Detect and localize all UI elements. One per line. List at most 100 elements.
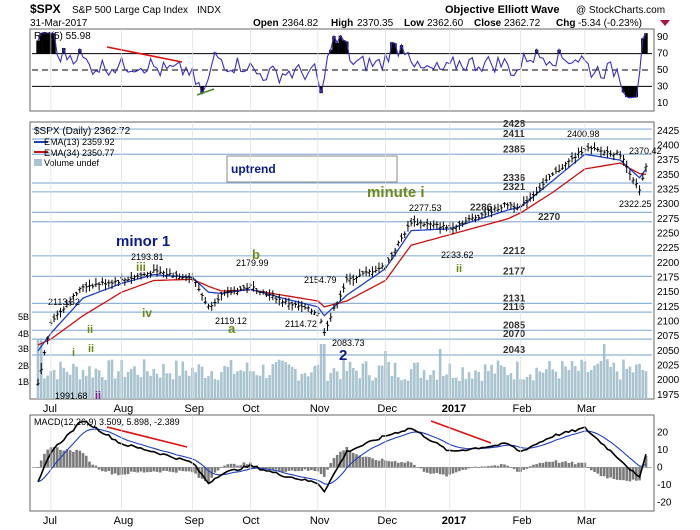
volume-bar — [416, 362, 419, 399]
volume-bar — [351, 368, 355, 399]
volume-bar — [94, 368, 98, 399]
volume-bar — [570, 361, 574, 399]
volume-bar — [207, 376, 210, 399]
month-label-price: Mar — [577, 403, 596, 415]
volume-bar — [625, 368, 628, 399]
month-label-macd: 2017 — [442, 515, 466, 527]
macd-histogram-bar — [474, 466, 477, 468]
volume-bar — [522, 379, 526, 399]
macd-histogram-bar — [593, 467, 596, 473]
wave-ii-lower: ii — [88, 343, 94, 355]
level-label: 2212 — [503, 246, 526, 257]
volume-bar — [406, 380, 410, 399]
wave-ii-small: ii — [87, 324, 93, 336]
high-label: High — [331, 18, 353, 29]
volume-bar — [516, 361, 519, 399]
macd-histogram-bar — [52, 447, 56, 468]
macd-histogram-bar — [129, 467, 133, 472]
level-label: 2270 — [538, 212, 561, 223]
rsi-overbought-fill — [78, 49, 82, 54]
macd-histogram-bar — [146, 467, 149, 473]
macd-y-tick: 20 — [657, 427, 669, 438]
volume-bar — [374, 377, 378, 399]
level-label: 2085 — [503, 320, 526, 331]
volume-bar — [65, 371, 69, 399]
volume-bar — [126, 371, 130, 399]
macd-y-tick: 10 — [657, 445, 669, 456]
volume-bar — [432, 370, 435, 399]
volume-bar — [136, 374, 140, 399]
macd-histogram-bar — [168, 467, 172, 472]
price-annotation: 2179.99 — [236, 258, 269, 268]
macd-histogram-bar — [323, 467, 326, 477]
macd-histogram-bar — [487, 466, 490, 468]
volume-bar — [181, 361, 185, 399]
macd-histogram-bar — [297, 467, 300, 472]
volume-bar — [268, 375, 271, 399]
macd-histogram-bar — [81, 453, 85, 468]
macd-histogram-bar — [396, 462, 400, 468]
macd-histogram-bar — [110, 467, 114, 475]
volume-bar — [496, 360, 500, 399]
macd-histogram-bar — [496, 465, 500, 468]
volume-bar — [409, 369, 413, 399]
level-label: 2336 — [503, 173, 526, 184]
volume-bar — [335, 371, 339, 399]
month-label-price: 2017 — [442, 403, 466, 415]
macd-histogram-bar — [236, 465, 239, 468]
macd-histogram-bar — [294, 467, 297, 472]
volume-bar — [310, 372, 313, 399]
price-annotation: 2119.12 — [215, 316, 247, 326]
macd-histogram-bar — [268, 467, 271, 470]
macd-histogram-bar — [175, 467, 178, 473]
volume-bar — [232, 373, 236, 399]
volume-bar — [220, 371, 223, 399]
macd-histogram-bar — [493, 465, 497, 468]
volume-bar — [483, 364, 487, 399]
volume-bar — [477, 371, 481, 399]
level-label: 2131 — [503, 293, 526, 304]
macd-histogram-bar — [422, 467, 426, 472]
price-y-tick: 2000 — [657, 375, 680, 386]
macd-histogram-bar — [78, 450, 82, 468]
macd-histogram-bar — [538, 462, 542, 468]
volume-bar — [107, 360, 111, 399]
volume-bar — [509, 373, 513, 399]
volume-bar — [480, 380, 484, 399]
macd-histogram-bar — [245, 464, 249, 468]
macd-histogram-bar — [319, 467, 323, 475]
price-y-tick: 2100 — [657, 317, 680, 328]
macd-histogram-bar — [503, 464, 506, 468]
macd-histogram-bar — [213, 467, 217, 473]
month-label-macd: Feb — [513, 515, 532, 527]
volume-bar — [641, 369, 645, 399]
macd-histogram-bar — [326, 467, 329, 470]
volume-bar — [88, 366, 91, 399]
volume-bar — [123, 376, 127, 399]
macd-histogram-bar — [178, 467, 181, 471]
volume-bar — [342, 359, 345, 399]
rsi-plot: 90 70 50 30 10 — [32, 32, 669, 109]
macd-histogram-bar — [335, 454, 339, 468]
level-label: 2070 — [503, 329, 526, 340]
macd-histogram-bar — [332, 458, 336, 468]
macd-histogram-bar — [618, 467, 622, 481]
date: 31-Mar-2017 — [30, 18, 88, 29]
macd-histogram-bar — [123, 467, 127, 475]
low-value: 2362.60 — [427, 18, 464, 29]
volume-bar — [117, 371, 120, 399]
volume-bar — [586, 371, 590, 399]
rsi-y-tick: 90 — [657, 32, 669, 43]
macd-histogram-bar — [419, 467, 423, 469]
macd-histogram-bar — [557, 462, 561, 468]
index-name: S&P 500 Large Cap Index — [72, 5, 188, 16]
volume-bar — [364, 361, 368, 399]
macd-histogram-bar — [425, 467, 429, 473]
rsi-overbought-fill — [644, 33, 648, 54]
volume-bar — [194, 372, 197, 399]
price-annotation: 2154.79 — [304, 275, 337, 285]
volume-bar — [358, 378, 361, 399]
volume-bar — [203, 378, 207, 399]
volume-bar — [306, 376, 310, 399]
